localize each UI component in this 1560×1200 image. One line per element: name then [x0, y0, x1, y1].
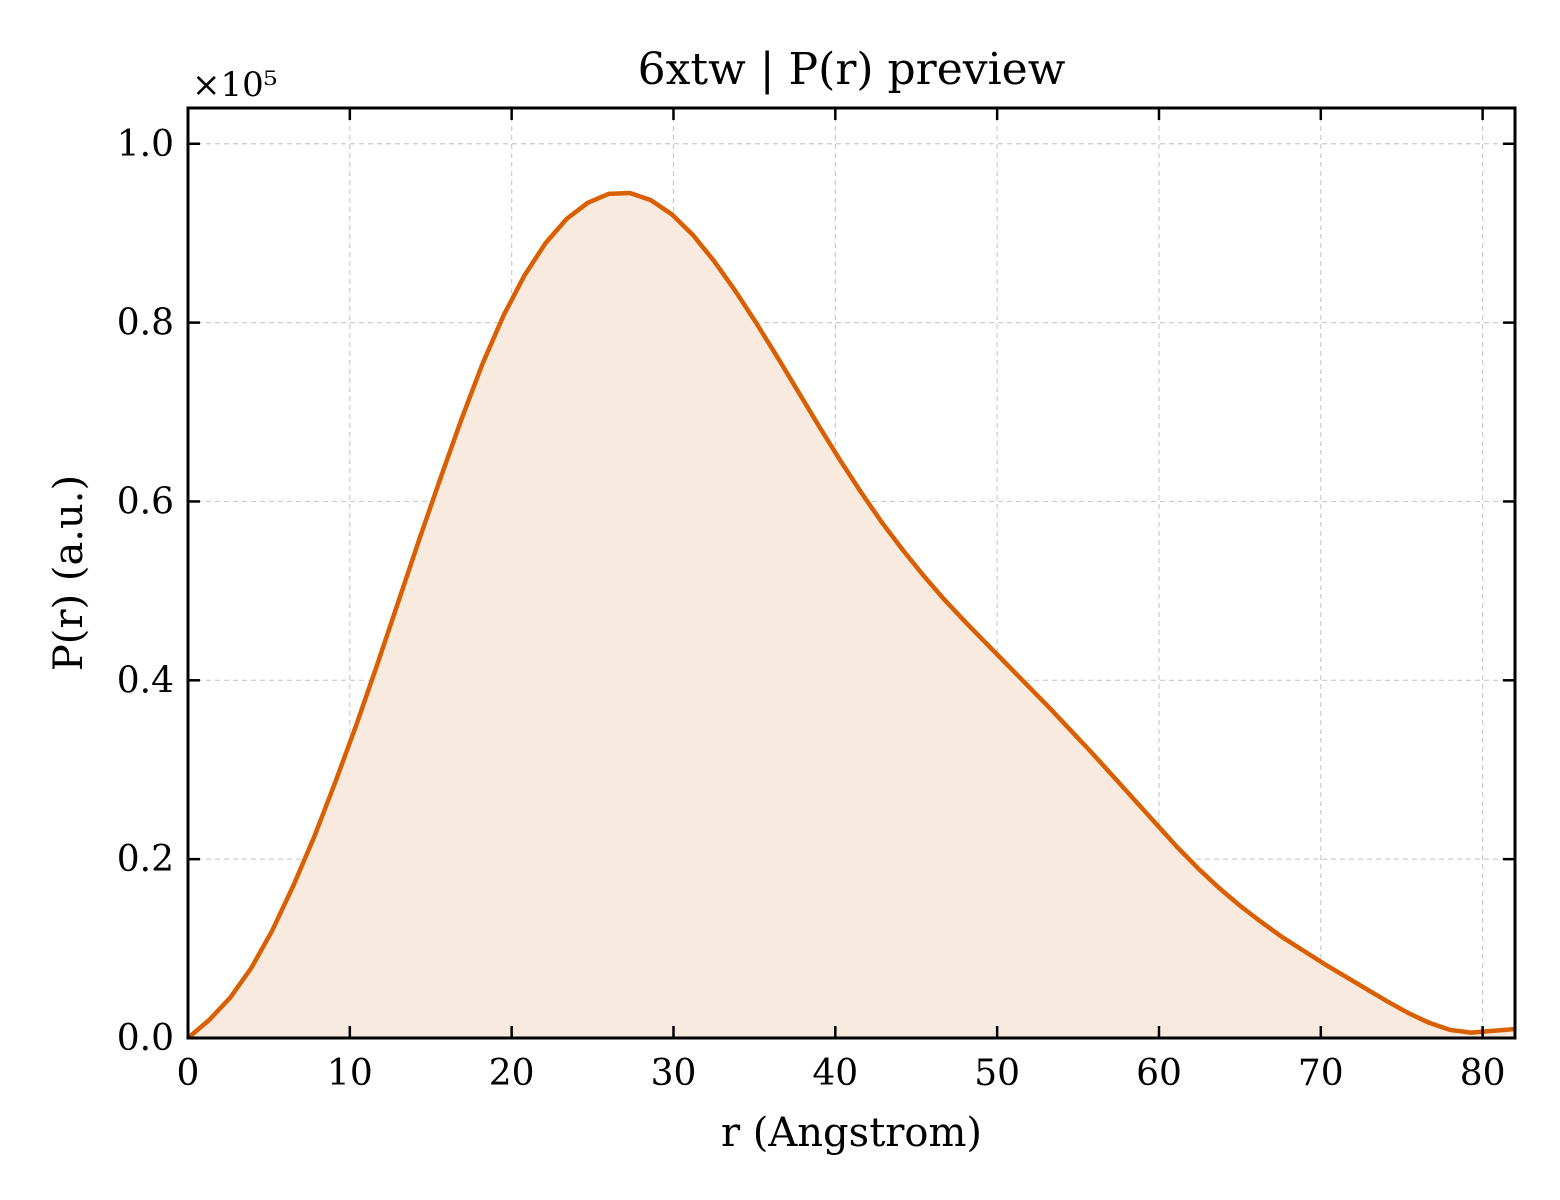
- x-tick-label: 80: [1460, 1053, 1506, 1094]
- y-offset-label: ×10⁵: [192, 65, 277, 105]
- x-tick-label: 20: [489, 1053, 535, 1094]
- y-tick-label: 0.6: [117, 481, 174, 522]
- plot-frame: [186, 106, 1517, 1040]
- x-tick-label: 40: [812, 1053, 858, 1094]
- x-axis-label: r (Angstrom): [721, 1110, 982, 1156]
- y-tick-label: 0.8: [117, 303, 174, 344]
- y-tick-label: 0.4: [117, 660, 174, 701]
- x-tick-label: 70: [1298, 1053, 1344, 1094]
- x-tick-label: 10: [327, 1053, 373, 1094]
- y-tick-label: 0.0: [117, 1018, 174, 1059]
- x-tick-label: 30: [651, 1053, 697, 1094]
- area-fill: [188, 192, 1515, 1038]
- y-tick-label: 0.2: [117, 839, 174, 880]
- y-tick-label: 1.0: [117, 124, 174, 165]
- series-line: [186, 190, 1516, 1040]
- x-tick-label: 0: [177, 1053, 200, 1094]
- x-tick-label: 50: [974, 1053, 1020, 1094]
- x-tick-label: 60: [1136, 1053, 1182, 1094]
- chart-title: 6xtw | P(r) preview: [638, 44, 1066, 95]
- y-axis-label: P(r) (a.u.): [46, 475, 92, 671]
- ticks: 0 10 20 30 40 50 60 70 80 0.0 0.2 0.4 0.6 0.8 1.0: [117, 108, 1515, 1094]
